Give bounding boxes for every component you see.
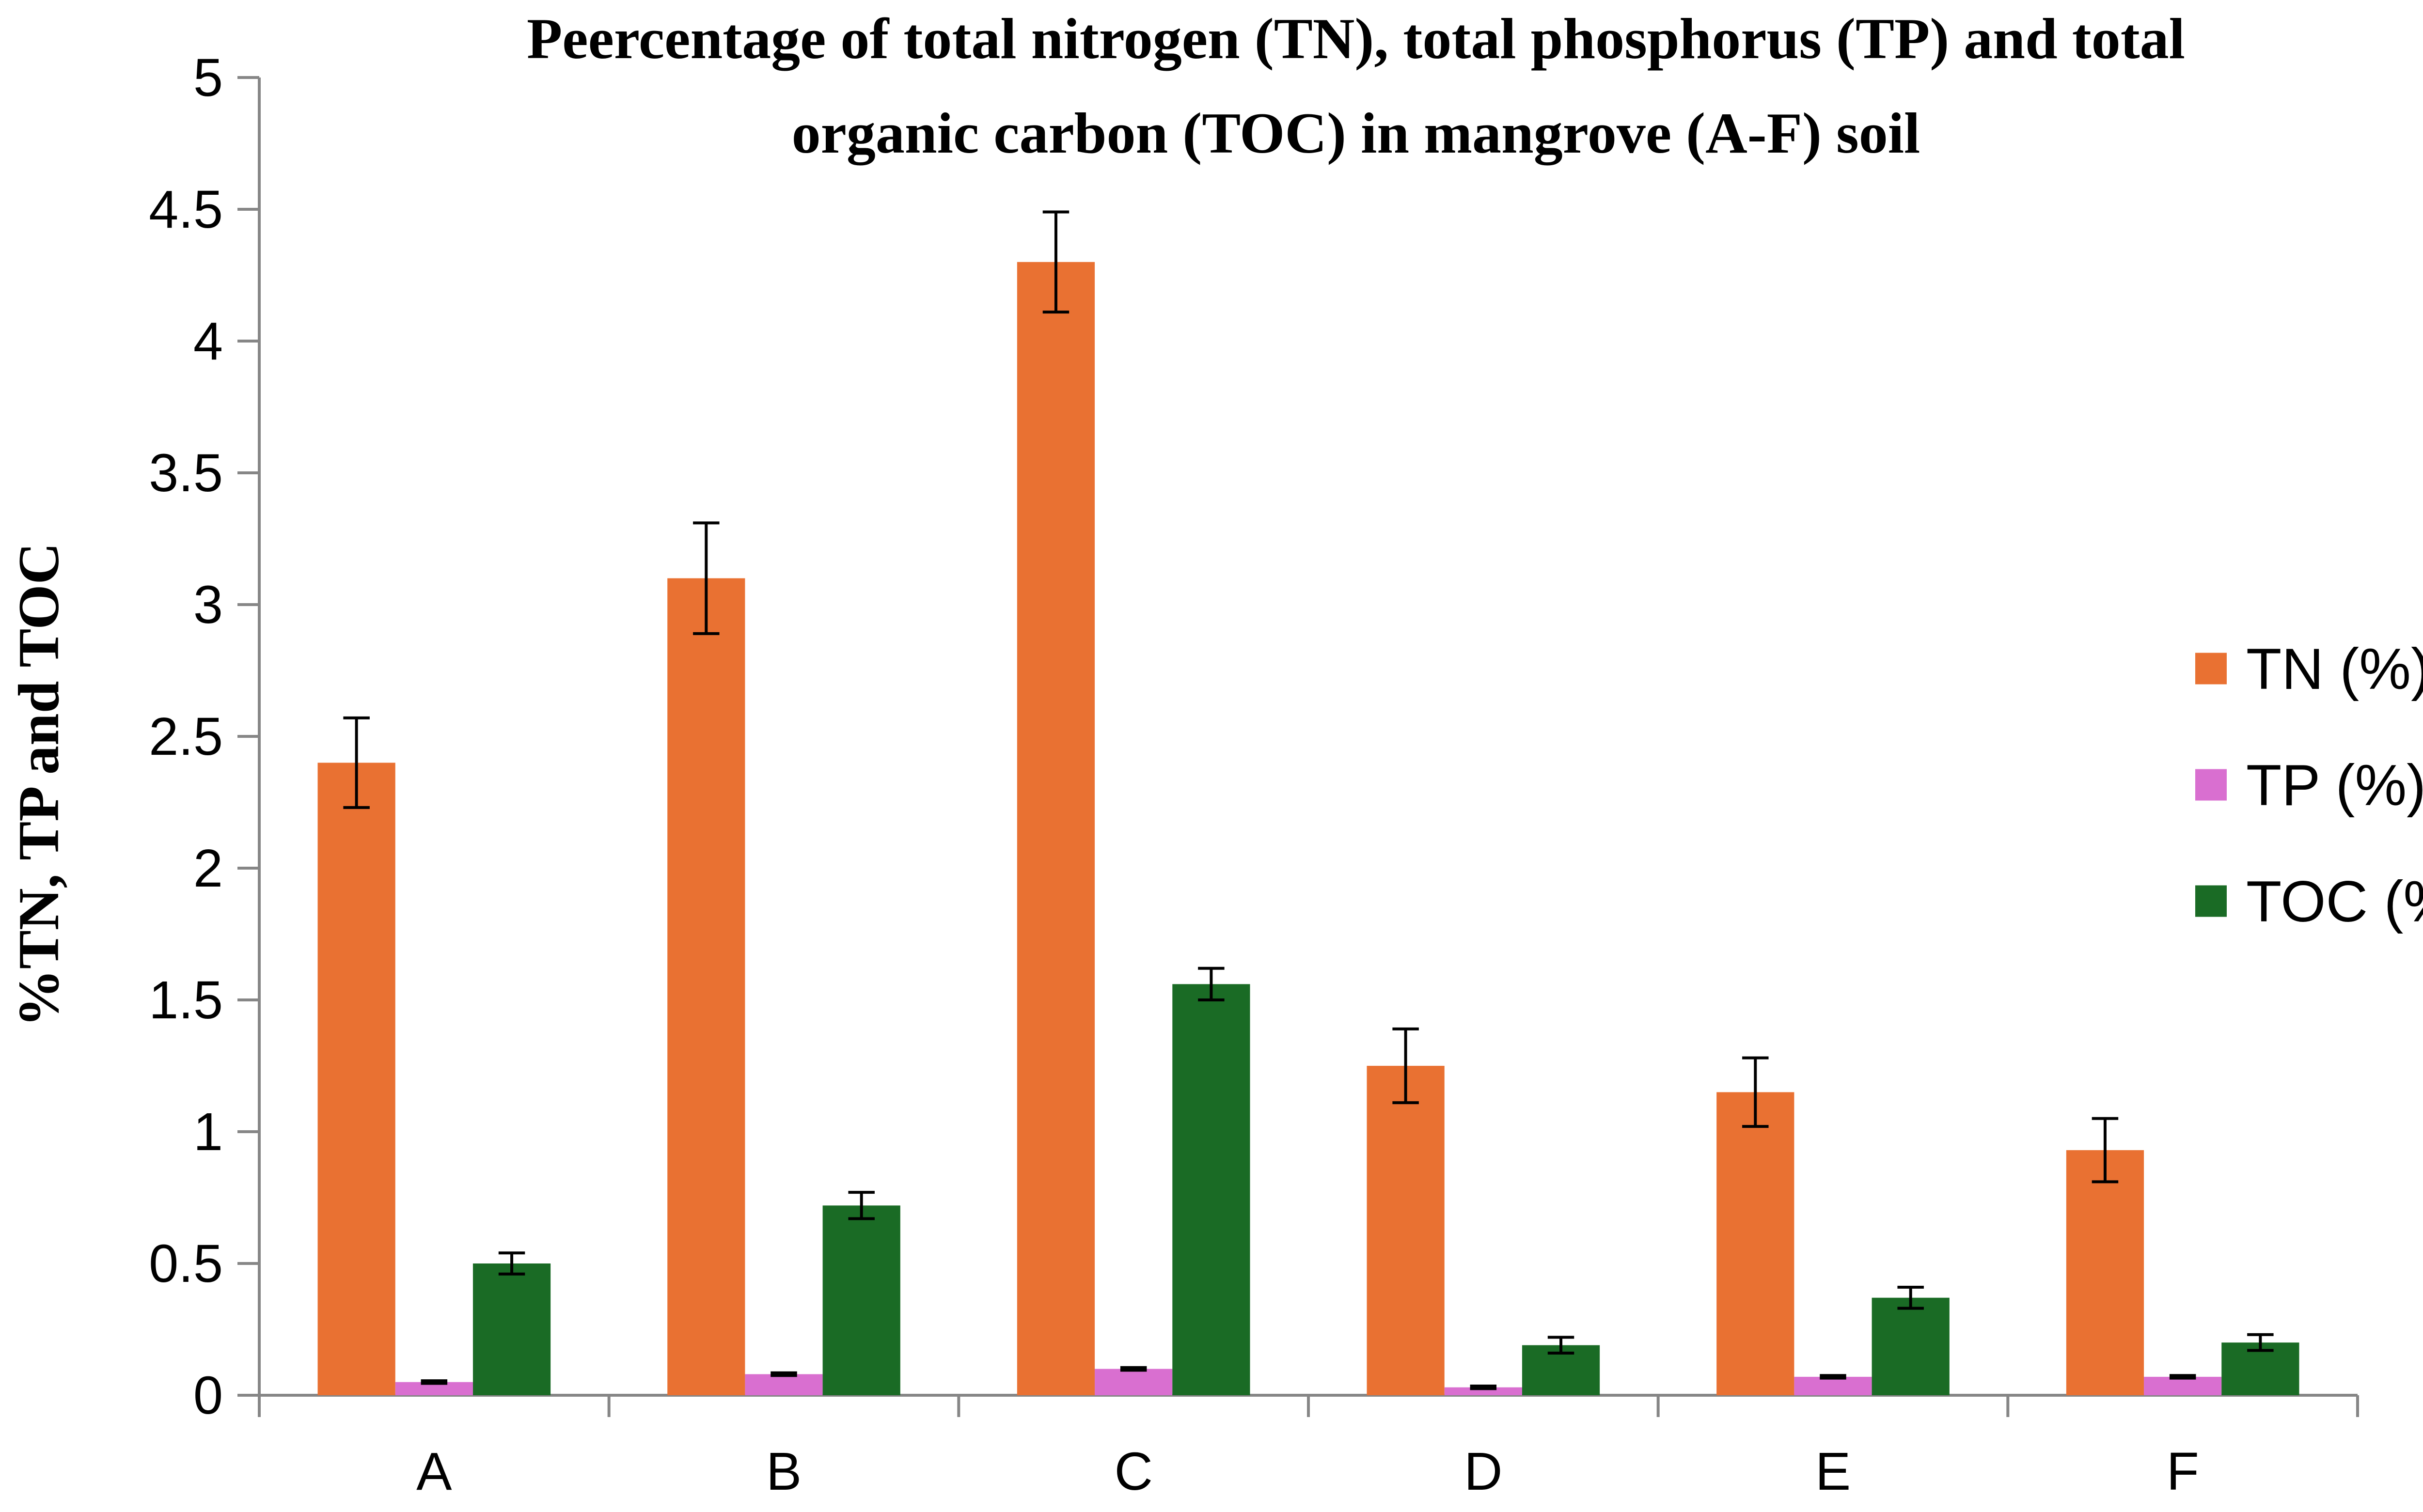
bar-toc-b — [822, 1205, 900, 1395]
bar-tn-d — [1367, 1066, 1445, 1395]
x-tick-label: E — [1815, 1442, 1851, 1501]
x-tick-label: F — [2167, 1442, 2199, 1501]
legend-swatch-tn — [2195, 653, 2227, 685]
y-tick-label: 4 — [193, 312, 223, 371]
legend: TN (%) TP (%) TOC (%) — [2195, 637, 2423, 934]
y-tick-label: 4.5 — [149, 180, 223, 239]
bar-toc-a — [472, 1263, 551, 1395]
y-tick-label: 2 — [193, 839, 223, 898]
bar-tn-e — [1716, 1092, 1794, 1395]
y-tick-label: 1 — [193, 1102, 223, 1162]
legend-swatch-toc — [2195, 885, 2227, 917]
y-tick-label: 5 — [193, 48, 223, 108]
x-tick-label: C — [1114, 1442, 1152, 1501]
y-tick-label: 3 — [193, 575, 223, 635]
bar-tp-d — [1444, 1387, 1522, 1395]
bar-toc-e — [1872, 1297, 1950, 1395]
y-tick-label: 3.5 — [149, 443, 223, 503]
legend-label-tp: TP (%) — [2246, 753, 2423, 818]
bar-tn-b — [667, 578, 745, 1395]
y-axis-label: %TN, TP and TOC — [6, 543, 71, 1027]
bar-tp-c — [1095, 1369, 1173, 1395]
legend-label-tn: TN (%) — [2246, 637, 2423, 701]
bar-tn-f — [2066, 1150, 2144, 1395]
x-tick-label: D — [1464, 1442, 1502, 1501]
y-tick-label: 1.5 — [149, 970, 223, 1030]
x-tick-label: B — [766, 1442, 802, 1501]
bar-tn-c — [1017, 262, 1095, 1395]
bar-toc-c — [1172, 984, 1250, 1395]
legend-label-toc: TOC (%) — [2246, 869, 2423, 934]
chart-title-line-2: organic carbon (TOC) in mangrove (A-F) s… — [792, 101, 1920, 166]
y-tick-label: 2.5 — [149, 707, 223, 766]
chart-title-line-1: Peercentage of total nitrogen (TN), tota… — [527, 6, 2185, 71]
axes: 0 0.5 1 1.5 2 2.5 3 3.5 4 4.5 5 A B C D E F — [149, 48, 2359, 1501]
y-tick-label: 0.5 — [149, 1234, 223, 1294]
legend-swatch-tp — [2195, 769, 2227, 801]
bars — [317, 210, 2299, 1395]
bar-tp-e — [1794, 1376, 1872, 1395]
bar-tp-b — [745, 1374, 823, 1395]
x-tick-label: A — [416, 1442, 452, 1501]
y-tick-label: 0 — [193, 1366, 223, 1425]
bar-tn-a — [317, 763, 395, 1395]
bar-tp-f — [2144, 1376, 2222, 1395]
